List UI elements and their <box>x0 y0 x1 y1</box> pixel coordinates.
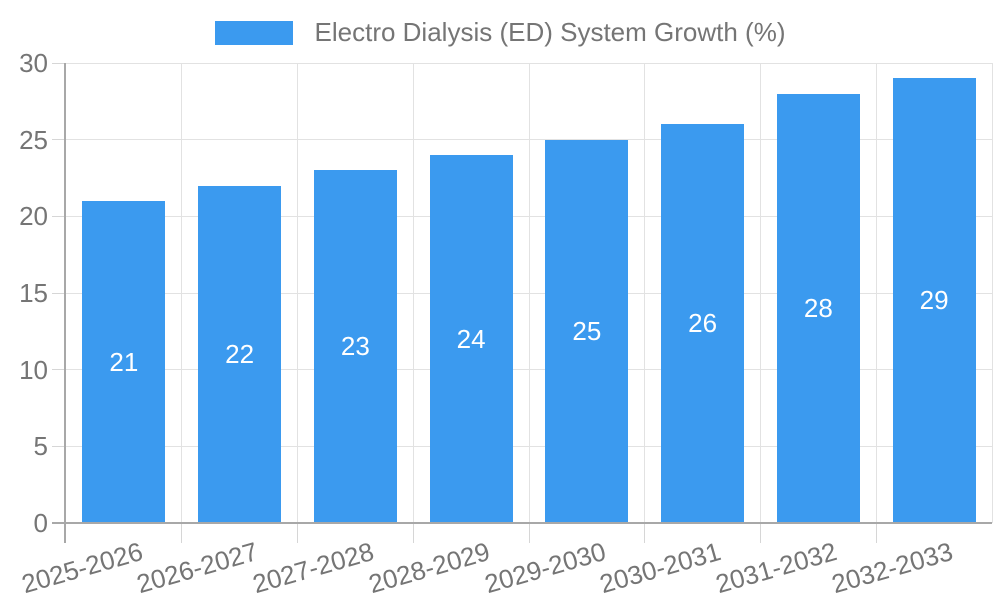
x-tick-mark <box>875 523 877 543</box>
bar-2026-2027[interactable]: 22 <box>198 185 282 523</box>
x-axis-label-2026-2027: 2026-2027 <box>133 536 262 600</box>
bar-value-label: 26 <box>688 308 718 339</box>
bar-2031-2032[interactable]: 28 <box>776 93 860 523</box>
x-tick-mark <box>181 523 183 543</box>
x-axis-label-2029-2030: 2029-2030 <box>480 536 609 600</box>
bar-value-label: 21 <box>109 346 139 377</box>
x-axis-line <box>52 522 992 524</box>
v-gridline <box>181 63 183 523</box>
bar-value-label: 22 <box>225 338 255 369</box>
bar-2030-2031[interactable]: 26 <box>661 124 745 523</box>
bar-2025-2026[interactable]: 21 <box>82 201 166 523</box>
y-axis-label-20: 20 <box>19 201 48 232</box>
x-axis-label-2025-2026: 2025-2026 <box>17 536 146 600</box>
y-axis-label-15: 15 <box>19 278 48 308</box>
x-tick-mark <box>528 523 530 543</box>
y-tick-mark <box>52 445 66 447</box>
bar-value-label: 23 <box>340 331 370 362</box>
chart-legend[interactable]: Electro Dialysis (ED) System Growth (%) <box>0 17 1000 48</box>
bar-2028-2029[interactable]: 24 <box>429 155 513 523</box>
y-axis-label-25: 25 <box>19 124 48 155</box>
x-tick-mark <box>412 523 414 543</box>
x-tick-mark <box>644 523 646 543</box>
y-tick-mark <box>52 215 66 217</box>
legend-swatch <box>214 20 293 45</box>
y-axis-label-30: 30 <box>19 48 48 78</box>
y-axis-line <box>64 63 66 543</box>
y-tick-mark <box>52 139 66 141</box>
bar-value-label: 28 <box>803 292 833 323</box>
v-gridline <box>875 63 877 523</box>
bar-value-label: 24 <box>456 323 486 354</box>
bar-2032-2033[interactable]: 29 <box>892 78 976 523</box>
y-axis-label-0: 0 <box>33 508 48 538</box>
y-tick-mark <box>52 369 66 371</box>
bar-value-label: 29 <box>919 285 949 316</box>
x-axis-label-2027-2028: 2027-2028 <box>249 536 378 600</box>
y-axis-label-5: 5 <box>33 431 48 462</box>
y-tick-mark <box>52 62 66 64</box>
v-gridline <box>297 63 298 523</box>
x-tick-mark <box>760 523 761 543</box>
legend-title: Electro Dialysis (ED) System Growth (%) <box>314 17 786 47</box>
v-gridline <box>644 63 646 523</box>
y-axis-label-10: 10 <box>19 354 48 385</box>
v-gridline <box>528 63 530 523</box>
bar-2027-2028[interactable]: 23 <box>313 170 397 523</box>
bar-value-label: 25 <box>572 315 602 346</box>
x-axis-label-2028-2029: 2028-2029 <box>365 536 493 600</box>
v-gridline <box>760 63 761 523</box>
x-axis-label-2032-2033: 2032-2033 <box>828 536 956 600</box>
x-tick-mark <box>297 523 298 543</box>
x-axis-label-2030-2031: 2030-2031 <box>596 536 725 600</box>
v-gridline <box>412 63 414 523</box>
y-tick-mark <box>52 292 66 294</box>
v-gridline <box>991 63 993 523</box>
bar-2029-2030[interactable]: 25 <box>545 139 629 523</box>
x-axis-label-2031-2032: 2031-2032 <box>712 536 841 600</box>
